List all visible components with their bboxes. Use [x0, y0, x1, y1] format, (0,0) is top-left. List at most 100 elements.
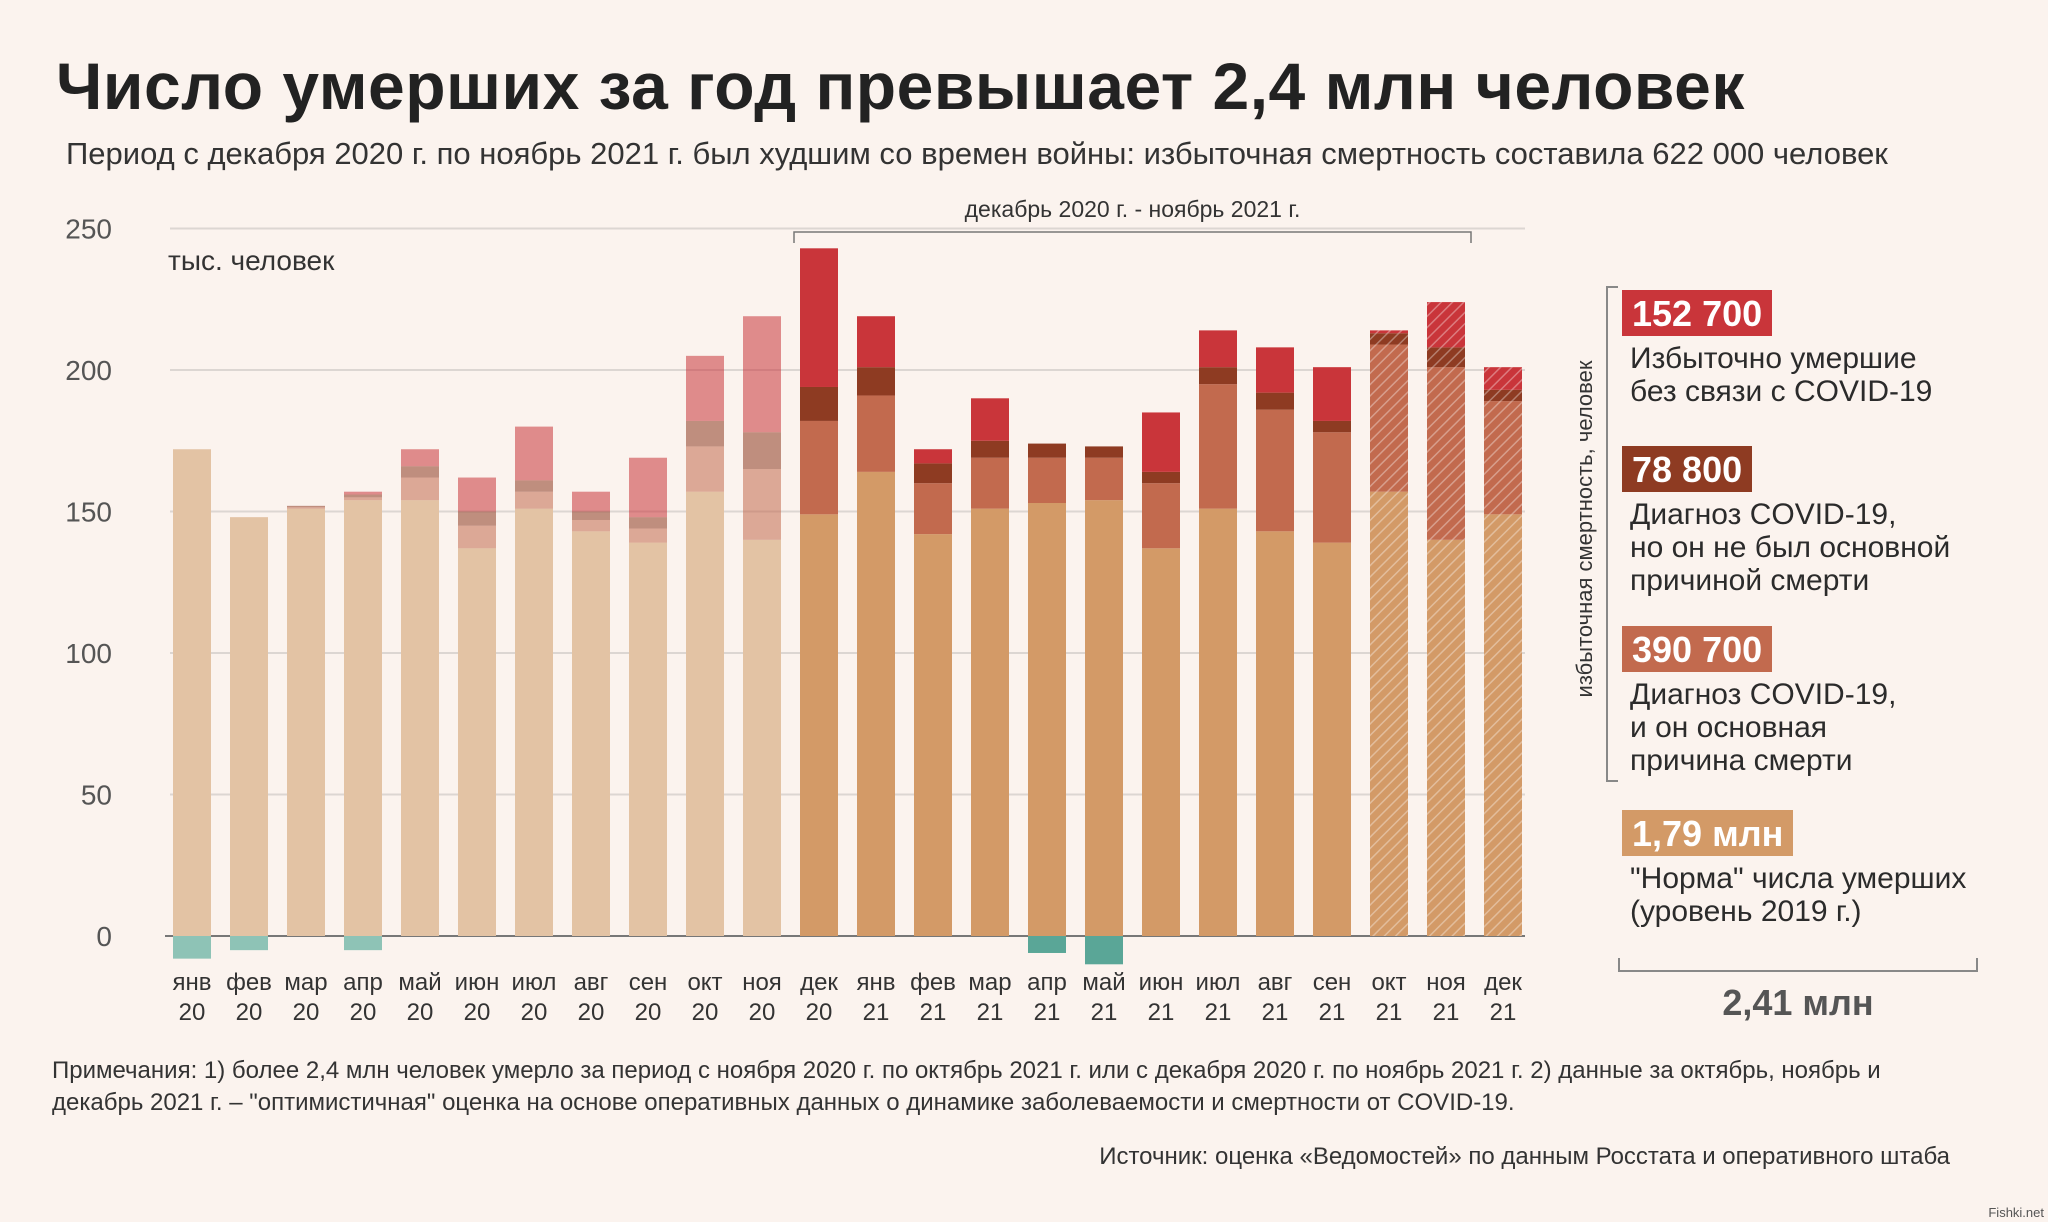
- bar-covid_main: [629, 528, 667, 543]
- x-tick-label: 21: [1319, 999, 1346, 1026]
- bar-covid_not_main: [458, 511, 496, 526]
- x-tick-label: 21: [1376, 999, 1403, 1026]
- legend-label: "Норма" числа умерших (уровень 2019 г.): [1630, 862, 1967, 928]
- watermark: Fishki.net: [1988, 1205, 2044, 1220]
- x-tick-label: апр: [1027, 969, 1067, 996]
- x-tick-label: мар: [968, 969, 1011, 996]
- bar-norm: [1199, 508, 1237, 936]
- x-tick-label: апр: [343, 969, 383, 996]
- bar-covid_not_main: [401, 466, 439, 478]
- bar-covid_main: [1313, 432, 1351, 543]
- y-tick-label: 0: [96, 921, 112, 952]
- legend-value: 390 700: [1622, 626, 1773, 672]
- legend-label: Диагноз COVID-19, и он основная причина см…: [1630, 678, 1897, 777]
- x-tick-label: 21: [1262, 999, 1289, 1026]
- bar-norm: [800, 514, 838, 936]
- bar-excess_non_covid: [686, 355, 724, 421]
- x-tick-label: окт: [687, 969, 722, 996]
- bar-covid_main: [401, 477, 439, 501]
- bar-norm: [572, 531, 610, 936]
- bar-covid_main: [743, 469, 781, 540]
- bar-covid_main: [572, 519, 610, 532]
- x-tick-label: 20: [806, 999, 833, 1026]
- x-tick-label: сен: [629, 969, 668, 996]
- bar-hatch: [1370, 491, 1408, 936]
- legend-label: Избыточно умершие без связи с COVID-19: [1630, 342, 1933, 408]
- x-tick-label: янв: [857, 969, 896, 996]
- bar-negative: [173, 936, 211, 959]
- bar-covid_not_main: [1199, 367, 1237, 385]
- x-tick-label: июл: [512, 969, 557, 996]
- legend-value: 78 800: [1622, 446, 1753, 492]
- legend-bracket: [1606, 286, 1618, 782]
- x-tick-label: ноя: [742, 969, 782, 996]
- bar-covid_main: [914, 483, 952, 535]
- x-tick-label: июн: [455, 969, 500, 996]
- bar-norm: [914, 534, 952, 936]
- x-tick-label: ноя: [1426, 969, 1466, 996]
- bar-norm: [1085, 500, 1123, 936]
- bar-covid_main: [971, 457, 1009, 509]
- bar-norm: [401, 500, 439, 936]
- legend-item: 78 800 Диагноз COVID-19, но он не был осно…: [1622, 446, 1950, 597]
- x-tick-label: 20: [578, 999, 605, 1026]
- x-tick-label: июл: [1196, 969, 1241, 996]
- bar-covid_not_main: [515, 480, 553, 492]
- y-tick-label: 100: [65, 638, 112, 669]
- bar-covid_main: [1256, 409, 1294, 532]
- bar-hatch: [1484, 367, 1522, 390]
- bar-covid_not_main: [800, 386, 838, 421]
- bar-excess_non_covid: [743, 316, 781, 433]
- x-tick-label: 20: [236, 999, 263, 1026]
- bar-covid_not_main: [1256, 392, 1294, 410]
- x-tick-label: 20: [749, 999, 776, 1026]
- total-value: 2,41 млн: [1722, 982, 1874, 1023]
- bar-hatch: [1484, 514, 1522, 936]
- x-tick-label: 20: [692, 999, 719, 1026]
- bar-excess_non_covid: [572, 491, 610, 512]
- bar-excess_non_covid: [914, 449, 952, 464]
- bar-covid_main: [1142, 483, 1180, 549]
- page-subtitle: Период с декабря 2020 г. по ноябрь 2021 …: [66, 136, 1888, 171]
- x-tick-label: 20: [521, 999, 548, 1026]
- bar-excess_non_covid: [1313, 367, 1351, 421]
- bar-negative: [230, 936, 268, 951]
- bar-covid_not_main: [686, 420, 724, 447]
- bar-excess_non_covid: [515, 426, 553, 481]
- legend-value: 1,79 млн: [1622, 810, 1794, 856]
- bar-norm: [971, 508, 1009, 936]
- bar-covid_main: [800, 420, 838, 515]
- x-tick-label: 21: [863, 999, 890, 1026]
- bar-excess_non_covid: [857, 316, 895, 368]
- bar-norm: [515, 508, 553, 936]
- x-tick-label: 20: [464, 999, 491, 1026]
- bar-covid_not_main: [857, 367, 895, 396]
- bar-norm: [1256, 531, 1294, 936]
- x-tick-label: 20: [179, 999, 206, 1026]
- x-tick-label: фев: [226, 969, 272, 996]
- bar-excess_non_covid: [1142, 412, 1180, 472]
- y-tick-label: 50: [81, 780, 112, 811]
- x-tick-label: авг: [1258, 969, 1293, 996]
- x-tick-label: 21: [977, 999, 1004, 1026]
- bar-norm: [686, 491, 724, 936]
- y-tick-label: 200: [65, 355, 112, 386]
- bar-covid_main: [1028, 457, 1066, 504]
- bar-covid_not_main: [1028, 443, 1066, 458]
- bar-excess_non_covid: [1199, 330, 1237, 368]
- bar-hatch: [1370, 333, 1408, 345]
- bar-covid_not_main: [914, 463, 952, 484]
- bar-covid_not_main: [572, 511, 610, 520]
- legend-item: 390 700 Диагноз COVID-19, и он основная при…: [1622, 626, 1896, 777]
- x-tick-label: июн: [1139, 969, 1184, 996]
- bar-norm: [857, 471, 895, 936]
- x-tick-label: 20: [635, 999, 662, 1026]
- x-tick-label: 21: [1205, 999, 1232, 1026]
- bar-hatch: [1370, 330, 1408, 334]
- x-tick-label: май: [1082, 969, 1125, 996]
- notes: Примечания: 1) более 2,4 млн человек уме…: [52, 1057, 1881, 1116]
- bar-norm: [173, 449, 211, 936]
- bar-covid_main: [515, 491, 553, 509]
- bar-covid_not_main: [1085, 446, 1123, 458]
